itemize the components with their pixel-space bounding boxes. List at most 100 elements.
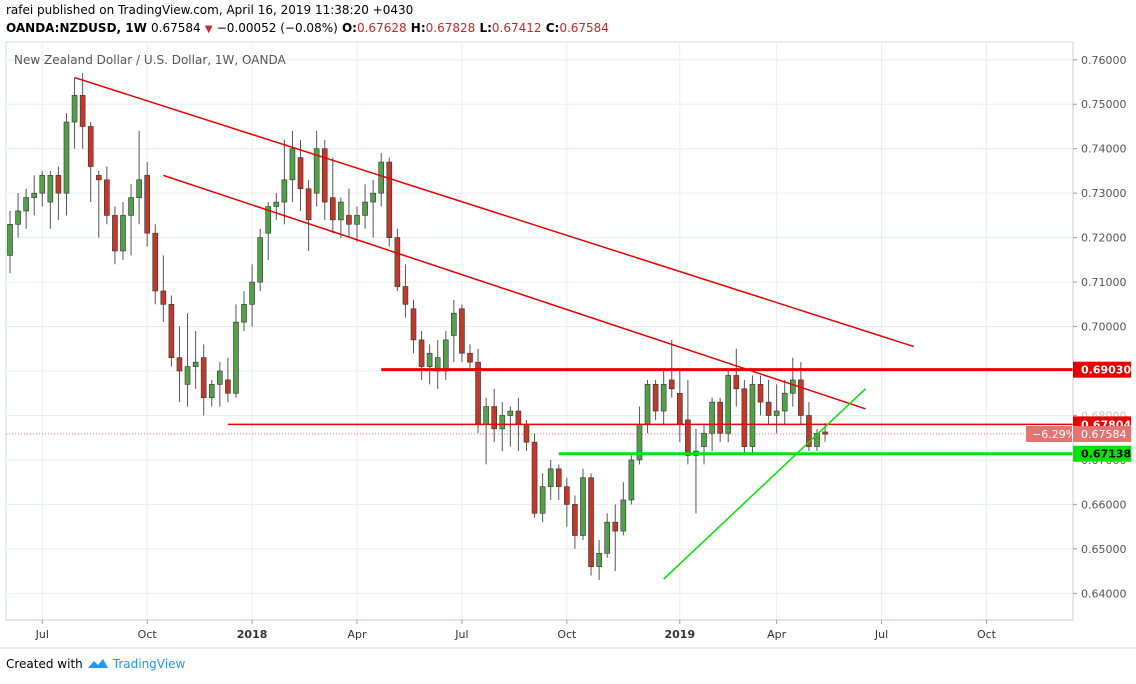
candle-down [765, 401, 772, 416]
level-tag [1073, 445, 1131, 462]
candle-down [531, 441, 538, 514]
candle-down [806, 415, 812, 447]
candle-up [217, 370, 223, 385]
price-axis-label: 0.70000 [1081, 321, 1127, 334]
candle-up [63, 121, 70, 194]
candle-down [757, 384, 764, 403]
candle-down [459, 308, 465, 354]
candle-up [128, 197, 134, 216]
down-triangle-icon: ▼ [204, 24, 213, 35]
candle-down [588, 477, 594, 567]
tradingview-link[interactable]: TradingView [112, 657, 186, 671]
close-label: C: [545, 21, 560, 35]
high-value: 0.67828 [425, 21, 476, 35]
candle-down [112, 215, 118, 252]
candle-down [79, 95, 86, 127]
candle-up [257, 237, 263, 283]
symbol-label: OANDA:NZDUSD, 1W [6, 21, 147, 35]
candle-down [176, 357, 183, 372]
candle-up [265, 206, 272, 234]
time-axis-label: 2019 [664, 628, 695, 641]
candle-down [733, 375, 740, 390]
candle-up [628, 459, 635, 501]
candle-down [168, 304, 175, 358]
candles [7, 73, 828, 580]
candle-down [104, 179, 110, 216]
trendline-resistance-outer [74, 76, 915, 348]
candle-up [644, 384, 651, 425]
candle-down [677, 392, 683, 425]
candle-up [604, 521, 610, 554]
candle-down [467, 352, 473, 363]
candle-up [483, 406, 489, 425]
candle-up [426, 352, 433, 367]
candle-up [701, 432, 707, 447]
candle-up [338, 201, 344, 221]
price-axis-label: 0.65000 [1081, 543, 1127, 556]
candle-up [71, 95, 78, 123]
open-value: 0.67628 [356, 21, 407, 35]
symbol-summary: OANDA:NZDUSD, 1W 0.67584 ▼ −0.00052 (−0.… [6, 21, 609, 35]
time-axis-label: Apr [347, 628, 367, 641]
price-axis-label: 0.75000 [1081, 98, 1127, 111]
candle-down [152, 232, 159, 292]
candle-down [475, 361, 481, 425]
candle-down [386, 161, 393, 238]
candle-up [580, 477, 586, 536]
candle-down [523, 424, 530, 443]
candle-down [95, 175, 102, 181]
candle-up [507, 410, 514, 416]
candle-down [346, 215, 352, 225]
candle-up [451, 312, 457, 336]
candle-up [39, 175, 46, 194]
candle-up [547, 468, 554, 487]
candle-up [15, 210, 21, 225]
footer: Created with TradingView [6, 657, 185, 671]
candle-down [418, 339, 425, 367]
candle-up [281, 179, 288, 203]
time-axis-label: 2018 [237, 628, 268, 641]
candle-down [394, 237, 401, 287]
candle-down [491, 406, 498, 430]
candle-down [402, 286, 409, 305]
candle-up [47, 175, 54, 203]
level-tag [1073, 361, 1131, 378]
candle-up [313, 148, 320, 194]
candle-up [499, 415, 506, 430]
candle-down [564, 486, 570, 505]
candle-down [555, 468, 562, 487]
level-tag-label: 0.67138 [1081, 448, 1131, 461]
close-value: 0.67584 [559, 21, 609, 35]
candle-up [709, 401, 715, 434]
candle-down [652, 384, 659, 412]
candle-down [572, 504, 578, 536]
level-tag-label: 0.69030 [1081, 364, 1131, 377]
candle-down [87, 126, 94, 167]
candle-down [305, 188, 312, 221]
candle-up [781, 392, 788, 412]
price-axis-label: 0.74000 [1081, 143, 1127, 156]
candle-down [685, 419, 691, 456]
price-axis-label: 0.72000 [1081, 232, 1127, 245]
price-axis-label: 0.76000 [1081, 54, 1127, 67]
candle-up [362, 201, 368, 216]
last-price-tag [1073, 425, 1131, 442]
candle-up [184, 366, 191, 385]
price-axis-label: 0.71000 [1081, 276, 1127, 289]
candle-down [822, 431, 828, 435]
candle-up [749, 384, 756, 447]
price-axis-label: 0.66000 [1081, 498, 1127, 511]
low-value: 0.67412 [491, 21, 542, 35]
candle-down [410, 308, 417, 341]
candle-up [814, 432, 820, 447]
candle-down [612, 521, 619, 532]
candle-down [55, 175, 62, 194]
candle-up [120, 215, 126, 252]
change-tag-label: −6.29% [1032, 428, 1076, 441]
candle-down [515, 410, 522, 425]
last-price: 0.67584 [151, 21, 201, 35]
candle-up [725, 375, 732, 434]
candle-up [273, 201, 280, 207]
candle-up [789, 379, 796, 394]
